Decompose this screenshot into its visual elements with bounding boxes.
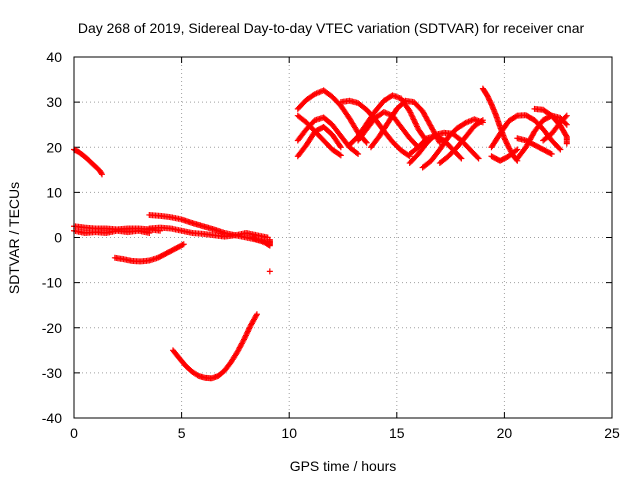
y-tick-label: 10 [46,184,62,200]
data-point [408,110,415,117]
data-point [457,154,464,161]
series-arc-night-l [436,117,486,167]
data-point [266,268,273,275]
series-arc-night-r [514,135,555,158]
data-point [241,336,248,343]
data-point [253,311,260,318]
series-arc-late-tail [249,234,273,249]
y-tick-label: -10 [42,275,62,291]
y-tick-label: -40 [42,410,62,426]
data-point [547,150,554,157]
data-point [505,142,512,149]
data-point [410,116,417,123]
data-point [479,117,486,124]
data-point [253,312,260,319]
data-point [240,337,247,344]
x-axis-label: GPS time / hours [290,458,397,474]
series-arc-deep-dip [169,311,260,382]
data-point [562,120,569,127]
data-point [412,119,419,126]
data-point [336,142,343,149]
y-axis-label: SDTVAR / TECUs [6,182,22,294]
y-tick-label: 20 [46,139,62,155]
data-point [241,335,248,342]
data-point [461,120,468,127]
y-tick-label: -20 [42,320,62,336]
data-point [408,112,415,119]
y-tick-label: 30 [46,94,62,110]
data-point [244,329,251,336]
data-point [337,152,344,159]
data-point [474,154,481,161]
x-tick-label: 15 [389,425,405,441]
data-point [563,112,570,119]
data-point [475,155,482,162]
x-tick-label: 10 [281,425,297,441]
series-arc-night-d [294,112,344,159]
data-point [563,140,570,147]
series-arc-zero-band-lower [71,227,153,236]
data-point [179,241,186,248]
data-point [242,333,249,340]
data-point [410,115,417,122]
chart-title: Day 268 of 2019, Sidereal Day-to-day VTE… [78,20,585,36]
data-point [478,118,485,125]
data-point [412,120,419,127]
data-point [513,113,520,120]
data-point [363,139,370,146]
series-outlier [266,268,273,275]
series-arc-small-dip [111,241,187,265]
data-point [548,151,555,158]
data-point [413,123,420,130]
data-point [514,146,521,153]
series-arc-early-descending [71,146,105,178]
data-point [513,147,520,154]
data-point [242,332,249,339]
x-tick-label: 25 [604,425,620,441]
data-point [244,328,251,335]
data-point [337,144,344,151]
data-point [98,170,105,177]
x-tick-label: 0 [70,425,78,441]
data-point [180,241,187,248]
data-point [246,324,253,331]
data-point [407,109,414,116]
data-point [246,325,253,332]
data-point [409,113,416,120]
y-tick-label: -30 [42,365,62,381]
data-point [353,150,360,157]
series-arc-night-b [294,114,362,158]
grid [74,57,612,418]
y-tick-label: 0 [54,230,62,246]
data-point [563,132,570,139]
x-tick-label: 20 [497,425,513,441]
series-arc-night-o [488,146,521,164]
data-point [411,117,418,124]
data-point [336,151,343,158]
data-point [355,151,362,158]
data-point [562,113,569,120]
series-arc-night-a [294,87,370,146]
data-point [98,171,105,178]
plot-frame [73,56,613,419]
data-point [556,145,563,152]
data-point [243,331,250,338]
data-point [406,108,413,115]
series-arc-night-p [514,112,570,162]
y-tick-label: 40 [46,49,62,65]
series-arc-flat-mid [146,224,271,241]
data-point [458,155,465,162]
data-point [362,138,369,145]
data-points [71,85,570,382]
data-point [413,122,420,129]
series-arc-night-s [540,112,570,144]
data-point [245,327,252,334]
x-tick-label: 5 [178,425,186,441]
axis-ticks: 0 5 10 15 20 25 -40 -30 -20 -10 0 10 20 30 40 [42,49,620,441]
data-point [557,146,564,153]
data-point [563,121,570,128]
data-point [266,241,273,248]
